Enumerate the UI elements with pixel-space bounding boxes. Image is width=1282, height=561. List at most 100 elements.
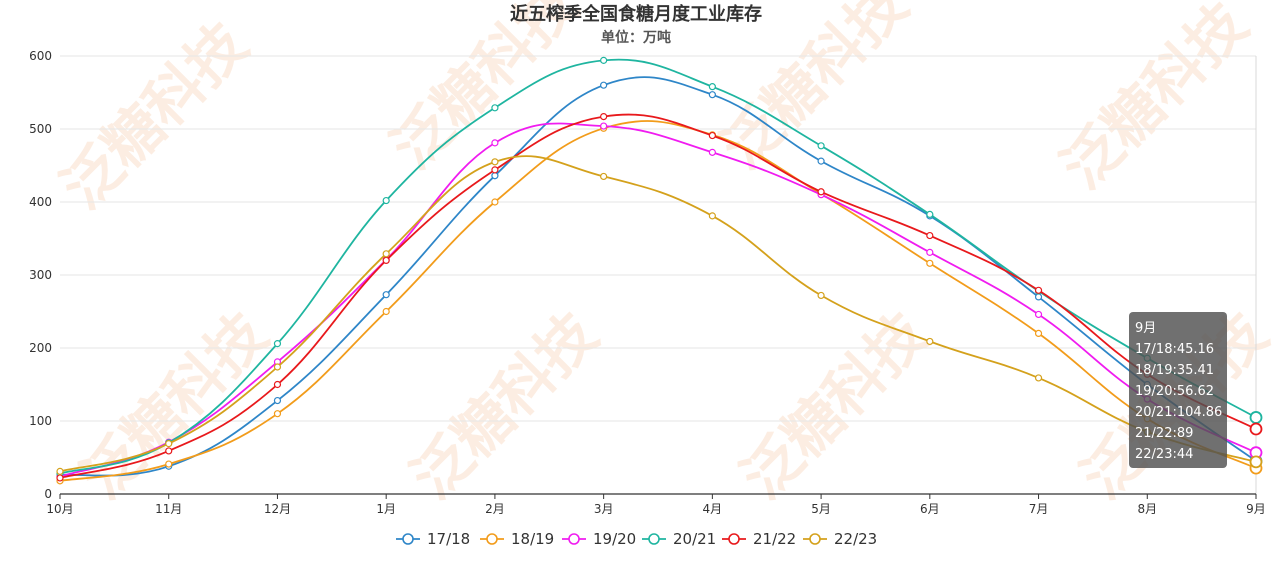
legend-label: 21/22 xyxy=(753,530,796,548)
data-point[interactable] xyxy=(1034,329,1043,337)
x-tick-label: 7月 xyxy=(1029,502,1049,516)
y-tick-label: 200 xyxy=(29,341,52,355)
tooltip-title: 9月 xyxy=(1135,321,1157,336)
data-point[interactable] xyxy=(1034,310,1043,319)
data-point[interactable] xyxy=(926,337,934,346)
series-line xyxy=(59,120,1257,482)
data-point[interactable] xyxy=(708,212,716,220)
x-tick-label: 11月 xyxy=(155,502,182,516)
legend-item[interactable]: 22/23 xyxy=(803,530,877,548)
legend-item[interactable]: 18/19 xyxy=(480,530,554,548)
data-point[interactable] xyxy=(926,231,934,240)
x-tick-label: 8月 xyxy=(1137,502,1157,516)
data-point[interactable] xyxy=(817,188,825,196)
legend-item[interactable]: 17/18 xyxy=(396,530,470,548)
legend-item[interactable]: 20/21 xyxy=(642,530,716,548)
chart-subtitle: 单位：万吨 xyxy=(601,29,671,46)
y-tick-label: 600 xyxy=(29,49,52,63)
watermark-text: 泛糖科技 xyxy=(68,300,280,512)
data-point[interactable] xyxy=(708,91,716,99)
data-point[interactable] xyxy=(600,112,608,121)
data-point[interactable] xyxy=(817,157,825,165)
data-point[interactable] xyxy=(708,148,716,156)
data-point[interactable] xyxy=(491,198,499,206)
tooltip-line: 18/19:35.41 xyxy=(1135,363,1215,378)
data-point[interactable] xyxy=(382,250,390,258)
data-point[interactable] xyxy=(491,104,499,112)
data-point[interactable] xyxy=(600,81,608,89)
data-point[interactable] xyxy=(1249,455,1263,469)
chart-title: 近五榨季全国食糖月度工业库存 xyxy=(510,3,762,25)
data-point[interactable] xyxy=(273,410,282,418)
tooltip-line: 21/22:89 xyxy=(1135,426,1194,441)
data-point[interactable] xyxy=(1034,374,1043,382)
data-point[interactable] xyxy=(491,158,499,166)
x-tick-label: 12月 xyxy=(264,502,291,516)
watermark-text: 泛糖科技 xyxy=(1048,0,1260,202)
data-point[interactable] xyxy=(273,396,282,405)
legend-label: 22/23 xyxy=(834,530,877,548)
legend-marker xyxy=(728,533,740,545)
data-point[interactable] xyxy=(56,467,64,475)
tooltip-line: 17/18:45.16 xyxy=(1135,342,1215,357)
data-point[interactable] xyxy=(273,380,282,389)
legend-label: 20/21 xyxy=(673,530,716,548)
series-line xyxy=(59,122,1257,478)
data-point[interactable] xyxy=(926,210,934,219)
legend-marker xyxy=(809,533,821,545)
data-point[interactable] xyxy=(382,307,390,316)
data-point[interactable] xyxy=(273,363,282,371)
legend-item[interactable]: 19/20 xyxy=(562,530,636,548)
data-point[interactable] xyxy=(165,447,173,455)
legend-marker xyxy=(486,533,498,545)
data-point[interactable] xyxy=(817,291,825,300)
data-point[interactable] xyxy=(1249,422,1263,436)
data-point[interactable] xyxy=(491,166,499,174)
data-point[interactable] xyxy=(491,172,499,180)
data-point[interactable] xyxy=(1034,286,1043,294)
data-point[interactable] xyxy=(708,131,716,140)
x-axis: 10月 11月 12月 1月 2月 3月 4月 5月 6月 7月 8月 9月 xyxy=(46,493,1266,516)
legend-label: 19/20 xyxy=(593,530,636,548)
x-tick-label: 3月 xyxy=(594,502,614,516)
series-22/23 xyxy=(56,155,1263,475)
data-point[interactable] xyxy=(273,340,282,348)
data-point[interactable] xyxy=(817,142,825,150)
tooltip-line: 20/21:104.86 xyxy=(1135,405,1223,420)
data-point[interactable] xyxy=(382,196,390,205)
data-point[interactable] xyxy=(382,291,390,299)
legend-item[interactable]: 21/22 xyxy=(722,530,796,548)
y-tick-label: 300 xyxy=(29,268,52,282)
data-point[interactable] xyxy=(165,460,173,468)
grid xyxy=(60,55,1257,494)
x-tick-label: 2月 xyxy=(485,502,505,516)
data-point[interactable] xyxy=(56,474,64,482)
data-point[interactable] xyxy=(600,172,608,181)
tooltip-line: 19/20:56.62 xyxy=(1135,384,1215,399)
y-tick-label: 0 xyxy=(44,487,52,501)
series-lines xyxy=(56,56,1263,485)
data-point[interactable] xyxy=(926,248,934,256)
data-point[interactable] xyxy=(165,440,173,448)
data-point[interactable] xyxy=(1249,411,1263,424)
y-tick-label: 500 xyxy=(29,122,52,136)
legend-marker xyxy=(568,533,580,545)
data-point[interactable] xyxy=(382,256,390,264)
watermark-text: 泛糖科技 xyxy=(728,300,940,512)
data-point[interactable] xyxy=(491,139,499,147)
data-point[interactable] xyxy=(708,83,716,91)
data-point[interactable] xyxy=(600,56,608,64)
x-tick-label: 4月 xyxy=(703,502,723,516)
x-tick-label: 9月 xyxy=(1246,502,1266,516)
x-tick-label: 5月 xyxy=(811,502,831,516)
tooltip: 9月 17/18:45.16 18/19:35.41 19/20:56.62 2… xyxy=(1129,312,1227,468)
legend-label: 18/19 xyxy=(511,530,554,548)
data-point[interactable] xyxy=(1034,293,1043,301)
data-point[interactable] xyxy=(600,122,608,130)
y-tick-label: 400 xyxy=(29,195,52,209)
legend-marker xyxy=(402,533,414,545)
watermark-text: 泛糖科技 xyxy=(48,10,260,222)
legend[interactable]: 17/18 18/19 19/20 20/21 21/22 22/23 xyxy=(396,530,877,548)
data-point[interactable] xyxy=(926,259,934,267)
